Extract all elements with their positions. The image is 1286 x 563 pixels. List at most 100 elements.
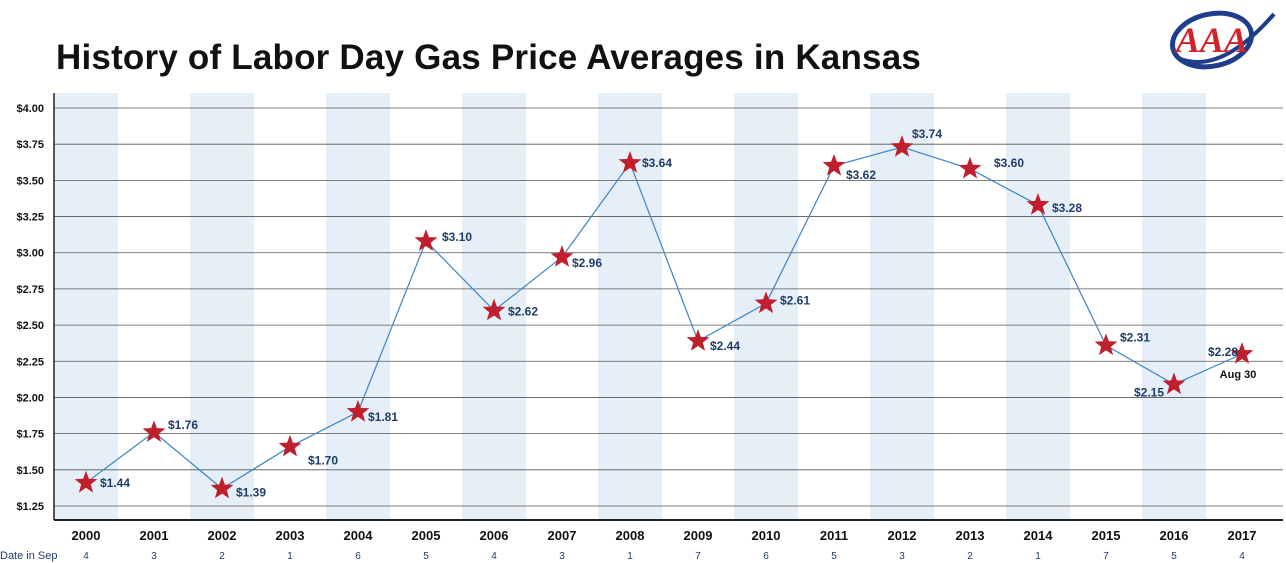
data-label-2013: $3.60 (994, 156, 1024, 170)
y-tick-label: $3.00 (16, 248, 44, 260)
column-band-2002 (190, 93, 254, 520)
star-marker-2006 (482, 298, 506, 321)
data-label-2015: $2.31 (1120, 330, 1150, 344)
series-markers (74, 135, 1254, 499)
date-in-sep-2003: 1 (287, 551, 293, 562)
x-tick-label-2013: 2013 (956, 528, 985, 543)
data-label-2001: $1.76 (168, 418, 198, 432)
star-marker-2017 (1230, 342, 1254, 364)
data-label-2007: $2.96 (572, 256, 602, 270)
date-in-sep-2002: 2 (219, 551, 225, 562)
date-in-sep-2009: 7 (695, 551, 701, 562)
column-bands (54, 93, 1206, 520)
date-in-sep-2016: 5 (1171, 551, 1177, 562)
y-tick-label: $3.75 (16, 139, 44, 151)
y-tick-label: $3.50 (16, 175, 44, 187)
y-tick-label: $2.25 (16, 356, 44, 368)
star-marker-2005 (414, 229, 438, 251)
data-label-2008: $3.64 (642, 156, 672, 170)
star-marker-2011 (822, 153, 846, 176)
date-in-sep-2017: 4 (1239, 551, 1245, 562)
date-in-sep-2008: 1 (627, 551, 633, 562)
x-tick-label-2008: 2008 (616, 528, 645, 543)
star-marker-2010 (754, 291, 778, 314)
x-tick-label-2014: 2014 (1024, 528, 1054, 543)
date-in-sep-2001: 3 (151, 551, 157, 562)
date-in-sep-2011: 5 (831, 551, 837, 562)
x-tick-label-2003: 2003 (276, 528, 305, 543)
star-marker-2007 (550, 245, 574, 267)
x-tick-label-2001: 2001 (140, 528, 169, 543)
data-label-2014: $3.28 (1052, 201, 1082, 215)
data-labels: $1.44 $1.76 $1.39 $1.70 $1.81 $3.10 $2.62 $2.96… (100, 127, 1256, 500)
y-tick-label: $1.75 (16, 429, 44, 441)
date-in-sep-2010: 6 (763, 551, 769, 562)
y-tick-label: $1.50 (16, 465, 44, 477)
column-band-2014 (1006, 93, 1070, 520)
column-band-2016 (1142, 93, 1206, 520)
aaa-logo: AAA (1170, 10, 1276, 70)
date-in-sep-2013: 2 (967, 551, 973, 562)
star-marker-2016 (1162, 372, 1186, 395)
data-label-2003: $1.70 (308, 454, 338, 468)
logo-swoosh (1177, 12, 1276, 64)
x-tick-label-2010: 2010 (752, 528, 781, 543)
x-tick-label-2015: 2015 (1092, 528, 1121, 543)
data-label-2000: $1.44 (100, 476, 130, 490)
y-tick-label: $2.75 (16, 284, 44, 296)
x-tick-label-2017: 2017 (1228, 528, 1257, 543)
data-label-2004: $1.81 (368, 410, 398, 424)
date-in-sep-2000: 4 (83, 551, 89, 562)
y-tick-label: $4.00 (16, 103, 44, 115)
x-tick-label-2006: 2006 (480, 528, 509, 543)
logo-ring (1170, 10, 1254, 70)
star-marker-2003 (278, 434, 302, 457)
y-tick-label: $2.00 (16, 392, 44, 404)
y-axis: $1.25 $1.50 $1.75 $2.00 $2.25 $2.50 $2.75 $3.00… (16, 93, 55, 520)
date-in-sep-2015: 7 (1103, 551, 1109, 562)
annotation-2017: Aug 30 (1220, 369, 1257, 381)
date-in-sep-2007: 3 (559, 551, 565, 562)
x-axis: 2000 4 2001 3 2002 2 2003 1 2004 6 2005 5 2006 4 2007 3… (0, 519, 1283, 562)
star-marker-2014 (1026, 193, 1050, 215)
column-band-2012 (870, 93, 934, 520)
chart-title: History of Labor Day Gas Price Averages … (56, 38, 922, 77)
star-marker-2013 (958, 156, 982, 179)
data-label-2009: $2.44 (710, 339, 740, 353)
data-label-2010: $2.61 (780, 293, 810, 307)
data-label-2017: $2.28 (1208, 345, 1238, 359)
data-label-2011: $3.62 (846, 168, 876, 182)
date-in-sep-2004: 6 (355, 551, 361, 562)
star-marker-2004 (346, 399, 370, 422)
star-marker-2001 (142, 420, 166, 442)
x-tick-label-2007: 2007 (548, 528, 577, 543)
x-tick-label-2000: 2000 (72, 528, 101, 543)
grid-lines (54, 107, 1283, 507)
x-tick-label-2011: 2011 (820, 528, 848, 543)
x-tick-label-2012: 2012 (888, 528, 917, 543)
date-in-sep-2006: 4 (491, 551, 497, 562)
y-tick-label: $2.50 (16, 320, 44, 332)
x-tick-label-2004: 2004 (344, 528, 374, 543)
date-in-sep-2012: 3 (899, 551, 905, 562)
star-marker-2009 (686, 329, 710, 351)
data-label-2006: $2.62 (508, 305, 538, 319)
data-label-2005: $3.10 (442, 230, 472, 244)
column-band-2004 (326, 93, 390, 520)
x-tick-label-2002: 2002 (208, 528, 237, 543)
star-marker-2015 (1094, 333, 1118, 356)
date-in-sep-2005: 5 (423, 551, 429, 562)
star-marker-2012 (890, 135, 914, 157)
column-band-2000 (54, 93, 118, 520)
y-tick-label: $1.25 (16, 501, 44, 513)
x-tick-label-2016: 2016 (1160, 528, 1189, 543)
x-tick-label-2005: 2005 (412, 528, 441, 543)
star-marker-2000 (74, 470, 98, 493)
data-label-2002: $1.39 (236, 486, 266, 500)
series-line (85, 146, 1243, 490)
logo-text: AAA (1174, 20, 1248, 60)
star-marker-2002 (210, 476, 234, 499)
price-line (85, 146, 1243, 490)
data-label-2012: $3.74 (912, 127, 942, 141)
